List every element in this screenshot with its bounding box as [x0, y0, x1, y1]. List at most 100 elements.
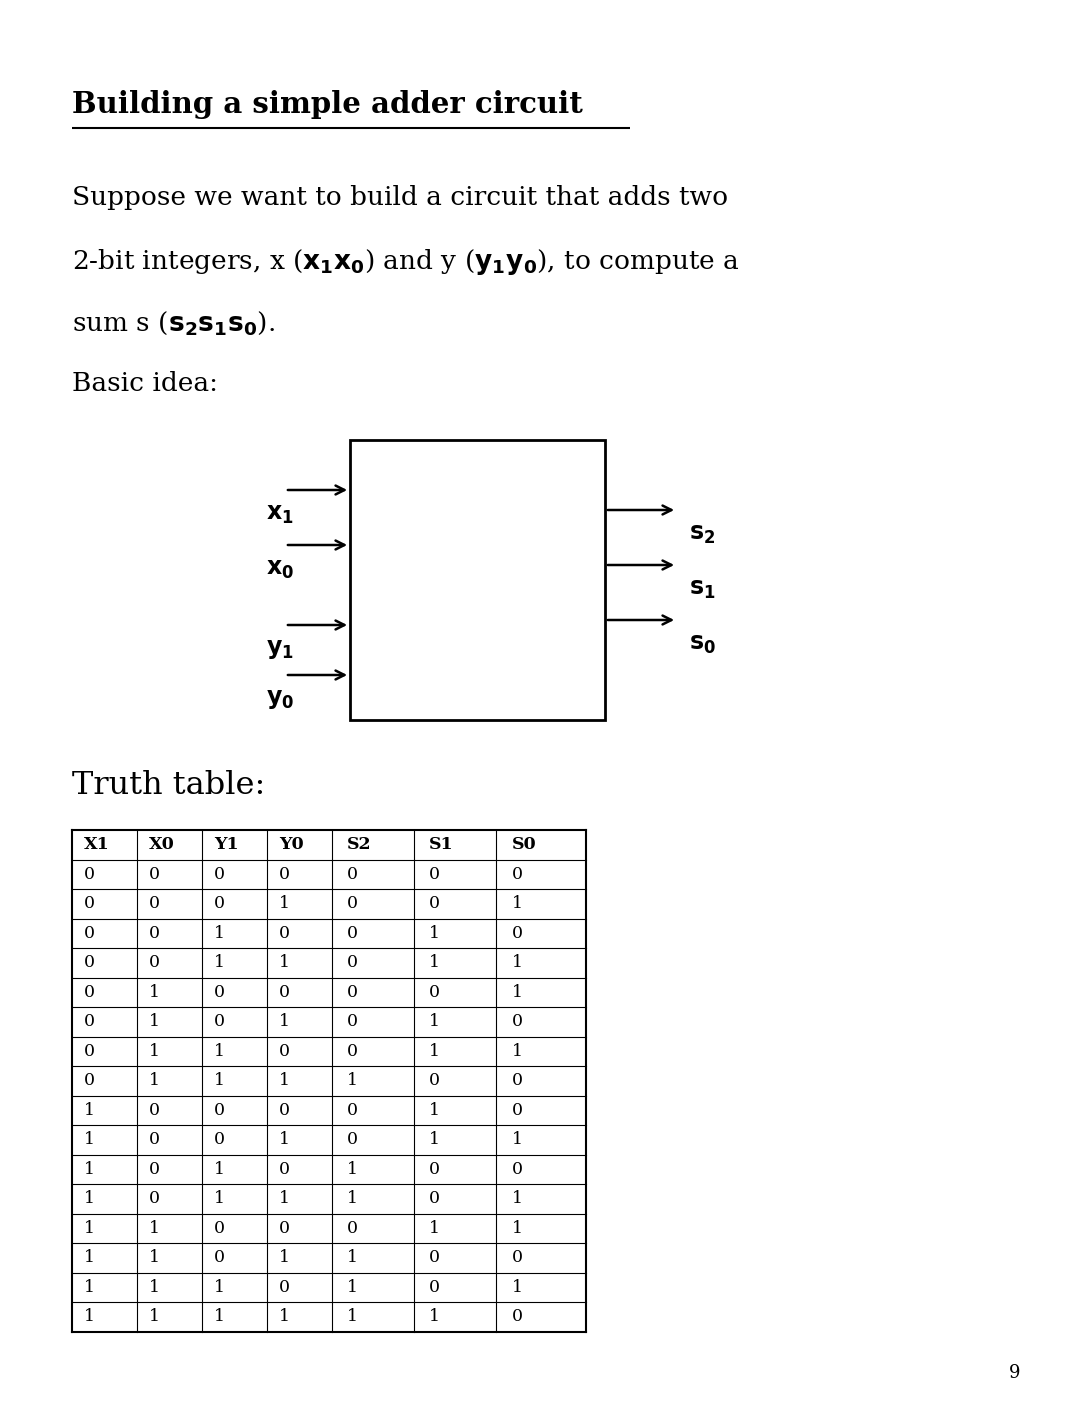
- Text: 0: 0: [84, 866, 95, 882]
- Text: 0: 0: [347, 1131, 357, 1148]
- Text: 0: 0: [429, 1250, 440, 1267]
- Text: 0: 0: [347, 984, 357, 1001]
- Text: 1: 1: [429, 955, 440, 971]
- Text: 0: 0: [214, 895, 225, 912]
- Text: 0: 0: [429, 1279, 440, 1296]
- Text: 1: 1: [347, 1309, 357, 1326]
- Text: 1: 1: [84, 1161, 95, 1178]
- Text: 0: 0: [214, 1250, 225, 1267]
- Text: 1: 1: [214, 1161, 225, 1178]
- Text: 1: 1: [84, 1279, 95, 1296]
- Text: 1: 1: [429, 1309, 440, 1326]
- Text: 0: 0: [512, 1072, 523, 1089]
- Bar: [350, 441, 605, 720]
- Text: 0: 0: [149, 1190, 160, 1207]
- Text: 0: 0: [279, 1279, 289, 1296]
- Text: 0: 0: [512, 1101, 523, 1118]
- Text: 1: 1: [279, 1014, 289, 1031]
- Text: 9: 9: [1009, 1364, 1021, 1382]
- Text: 1: 1: [279, 955, 289, 971]
- Text: $\mathbf{s_1}$: $\mathbf{s_1}$: [689, 578, 716, 602]
- Text: 1: 1: [214, 1072, 225, 1089]
- Text: 0: 0: [84, 1014, 95, 1031]
- Text: 0: 0: [149, 866, 160, 882]
- Text: 0: 0: [429, 984, 440, 1001]
- Text: 1: 1: [214, 1042, 225, 1060]
- Text: 0: 0: [347, 1220, 357, 1237]
- Text: 1: 1: [279, 1190, 289, 1207]
- Text: 1: 1: [149, 1072, 160, 1089]
- Text: 0: 0: [84, 1072, 95, 1089]
- Text: 1: 1: [214, 1279, 225, 1296]
- Text: 1: 1: [84, 1309, 95, 1326]
- Text: 1: 1: [347, 1161, 357, 1178]
- Text: 1: 1: [84, 1131, 95, 1148]
- Text: 0: 0: [149, 955, 160, 971]
- Text: 1: 1: [347, 1190, 357, 1207]
- Text: 2-bit integers, x ($\mathbf{x_1x_0}$) and y ($\mathbf{y_1y_0}$), to compute a: 2-bit integers, x ($\mathbf{x_1x_0}$) an…: [72, 247, 740, 277]
- Text: S1: S1: [429, 836, 454, 853]
- Text: 0: 0: [149, 1131, 160, 1148]
- Text: 1: 1: [279, 1250, 289, 1267]
- Text: 0: 0: [347, 895, 357, 912]
- Text: 0: 0: [149, 925, 160, 942]
- Text: 1: 1: [279, 1309, 289, 1326]
- Text: 0: 0: [84, 984, 95, 1001]
- Text: 1: 1: [512, 1190, 523, 1207]
- Text: $\mathbf{s_2}$: $\mathbf{s_2}$: [689, 522, 715, 546]
- Text: 1: 1: [429, 1220, 440, 1237]
- Text: $\mathbf{x_1}$: $\mathbf{x_1}$: [266, 503, 294, 527]
- Text: 0: 0: [347, 955, 357, 971]
- Text: 0: 0: [84, 1042, 95, 1060]
- Text: Building a simple adder circuit: Building a simple adder circuit: [72, 90, 583, 119]
- Text: $\mathbf{x_0}$: $\mathbf{x_0}$: [266, 556, 294, 580]
- Text: 0: 0: [429, 1072, 440, 1089]
- Text: $\mathbf{y_1}$: $\mathbf{y_1}$: [266, 637, 294, 661]
- Text: S2: S2: [347, 836, 372, 853]
- Text: 1: 1: [429, 1101, 440, 1118]
- Text: 1: 1: [512, 1279, 523, 1296]
- Text: Y1: Y1: [214, 836, 239, 853]
- Text: 1: 1: [429, 1014, 440, 1031]
- Text: 1: 1: [149, 1250, 160, 1267]
- Text: 1: 1: [279, 1072, 289, 1089]
- Text: 0: 0: [347, 1042, 357, 1060]
- Text: 0: 0: [214, 1220, 225, 1237]
- Text: 1: 1: [512, 955, 523, 971]
- Text: 0: 0: [512, 866, 523, 882]
- Text: 0: 0: [84, 955, 95, 971]
- Text: 0: 0: [512, 1161, 523, 1178]
- Text: 0: 0: [512, 1309, 523, 1326]
- Text: 0: 0: [512, 925, 523, 942]
- Text: 1: 1: [149, 1309, 160, 1326]
- Text: 0: 0: [279, 1220, 289, 1237]
- Text: X1: X1: [84, 836, 109, 853]
- Text: 0: 0: [512, 1250, 523, 1267]
- Text: 1: 1: [84, 1101, 95, 1118]
- Text: 0: 0: [279, 925, 289, 942]
- Text: 1: 1: [214, 1309, 225, 1326]
- Text: 0: 0: [149, 1101, 160, 1118]
- Text: 1: 1: [84, 1250, 95, 1267]
- Text: 1: 1: [512, 1042, 523, 1060]
- Text: 1: 1: [429, 925, 440, 942]
- Text: 1: 1: [149, 1220, 160, 1237]
- Text: X0: X0: [149, 836, 175, 853]
- Text: 0: 0: [149, 1161, 160, 1178]
- Text: 0: 0: [279, 984, 289, 1001]
- Text: 0: 0: [347, 925, 357, 942]
- Text: 0: 0: [214, 1014, 225, 1031]
- Text: sum s ($\mathbf{s_2s_1s_0}$).: sum s ($\mathbf{s_2s_1s_0}$).: [72, 309, 275, 337]
- Text: 1: 1: [84, 1220, 95, 1237]
- Text: 1: 1: [347, 1279, 357, 1296]
- Text: 1: 1: [279, 1131, 289, 1148]
- Text: $\mathbf{s_0}$: $\mathbf{s_0}$: [689, 633, 716, 657]
- Text: 0: 0: [347, 1101, 357, 1118]
- Text: 0: 0: [279, 866, 289, 882]
- Text: 0: 0: [279, 1161, 289, 1178]
- Text: 1: 1: [149, 1279, 160, 1296]
- Text: 1: 1: [149, 1042, 160, 1060]
- Text: 1: 1: [347, 1072, 357, 1089]
- Text: 0: 0: [214, 1131, 225, 1148]
- Text: 1: 1: [429, 1042, 440, 1060]
